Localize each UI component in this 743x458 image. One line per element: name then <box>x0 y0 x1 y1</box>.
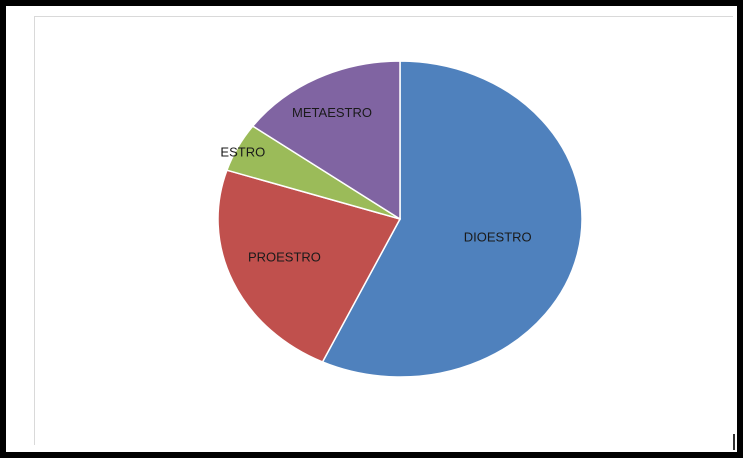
pie-chart: DIOESTRO PROESTRO ESTRO METAESTRO <box>217 60 583 378</box>
pie-slice-dioestro <box>321 60 583 378</box>
slice-label-proestro: PROESTRO <box>248 249 321 264</box>
pie-slice-proestro <box>217 169 402 363</box>
slice-label-dioestro: DIOESTRO <box>464 229 532 244</box>
text-cursor-mark <box>733 434 735 450</box>
pie-slice-metaestro <box>251 60 401 221</box>
slice-label-metaestro: METAESTRO <box>292 105 372 120</box>
chart-frame: DIOESTRO PROESTRO ESTRO METAESTRO <box>6 6 737 452</box>
slice-label-estro: ESTRO <box>220 144 265 159</box>
